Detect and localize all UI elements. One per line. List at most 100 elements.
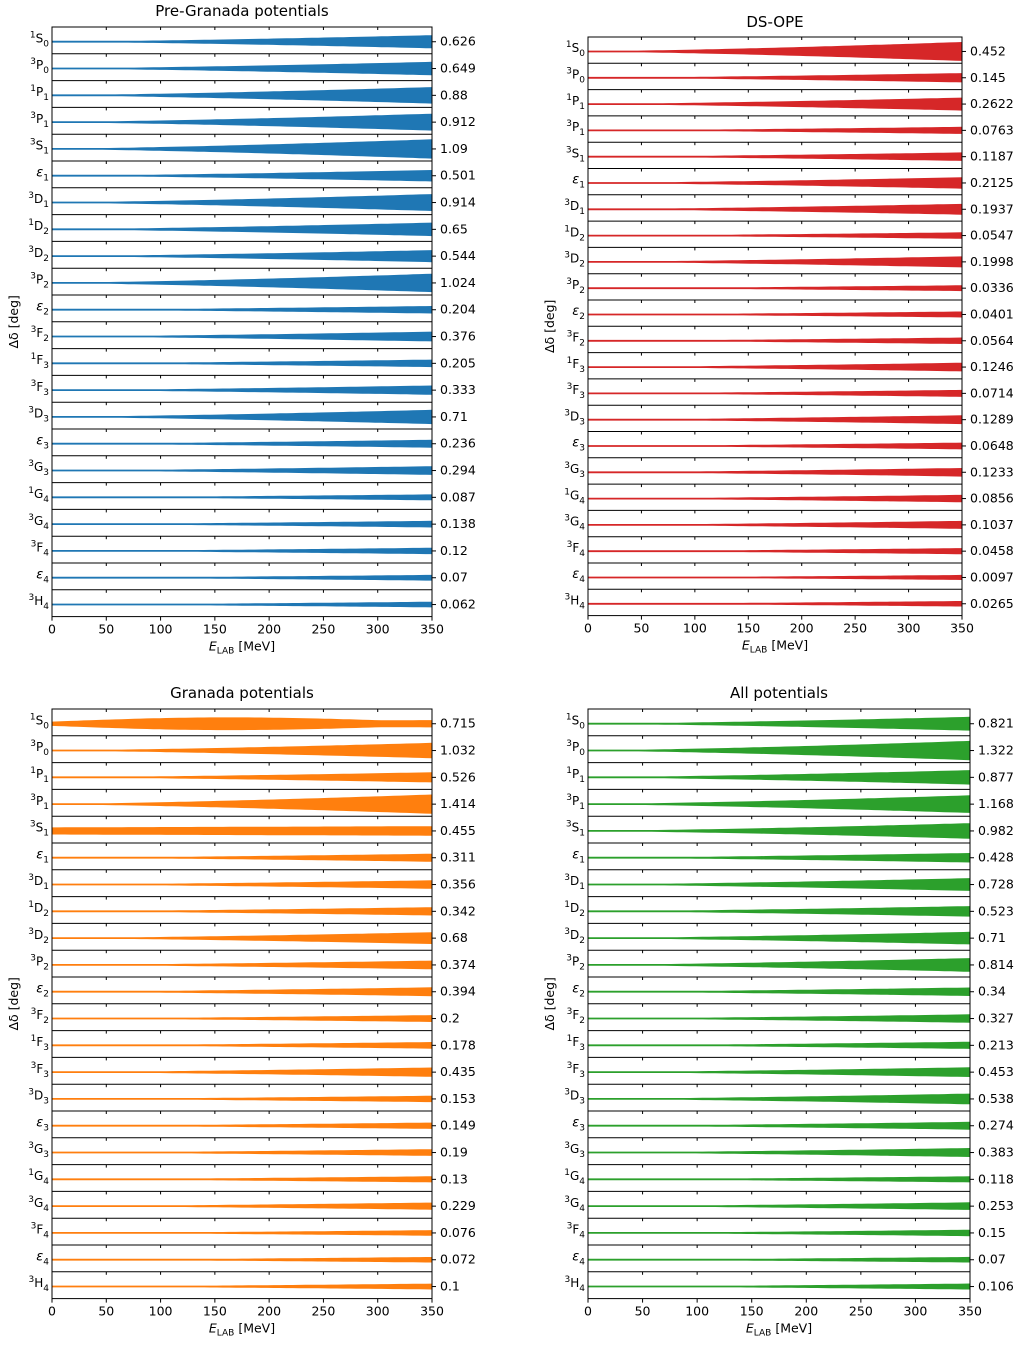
channel-label-pre: 1 bbox=[30, 766, 36, 776]
band-3F2 bbox=[588, 1014, 970, 1023]
channel-label-pre: 1 bbox=[31, 352, 37, 362]
channel-label-pre: 3 bbox=[30, 739, 36, 749]
channel-label-main: F bbox=[36, 353, 43, 367]
channel-max-label: 0.982 bbox=[978, 823, 1014, 838]
channel-label-main: D bbox=[570, 409, 579, 423]
channel-label: 3D2 bbox=[564, 927, 585, 946]
channel-label-main: ε bbox=[572, 436, 579, 451]
channel-max-label: 0.877 bbox=[978, 769, 1014, 784]
channel-label: 3G4 bbox=[28, 1195, 49, 1214]
x-tick-label: 250 bbox=[311, 622, 335, 637]
channel-label-main: D bbox=[34, 874, 43, 888]
channel-max-label: 0.15 bbox=[978, 1225, 1006, 1240]
channel-label-main: P bbox=[36, 273, 43, 287]
band-3P1 bbox=[588, 795, 970, 813]
channel-label-pre: 3 bbox=[567, 540, 573, 550]
channel-label: ε1 bbox=[36, 847, 49, 865]
channel-label-main: ε bbox=[36, 847, 43, 862]
channel-label-main: P bbox=[36, 794, 43, 808]
channel-max-label: 0.253 bbox=[978, 1198, 1014, 1213]
channel-max-label: 0.0564 bbox=[970, 333, 1014, 348]
band-3F2 bbox=[52, 1015, 432, 1022]
x-tick-label: 300 bbox=[366, 1304, 390, 1319]
channel-label-main: G bbox=[34, 514, 43, 528]
channel-label: 3F4 bbox=[31, 1222, 50, 1241]
band-3F3 bbox=[588, 389, 962, 397]
channel-label-pre: 3 bbox=[567, 1061, 573, 1071]
channel-label-pre: 3 bbox=[566, 277, 572, 287]
channel-label-sub: 1 bbox=[579, 207, 585, 217]
channel-label: 3S1 bbox=[30, 820, 49, 839]
band-1F3 bbox=[52, 1042, 432, 1049]
channel-label-pre: 3 bbox=[31, 379, 37, 389]
channel-label-sub: 2 bbox=[579, 338, 585, 348]
channel-label-pre: 3 bbox=[31, 325, 37, 335]
channel-label-main: D bbox=[570, 252, 579, 266]
channel-max-label: 0.2622 bbox=[970, 96, 1014, 111]
channel-label-sub: 2 bbox=[579, 233, 585, 243]
channel-max-label: 0.076 bbox=[440, 1225, 476, 1240]
channel-label-main: G bbox=[570, 462, 579, 476]
channel-label-pre: 1 bbox=[566, 766, 572, 776]
band-3S1 bbox=[52, 826, 432, 836]
channel-label-sub: 4 bbox=[43, 549, 49, 559]
channel-label: 3P2 bbox=[30, 272, 49, 291]
channel-label-pre: 3 bbox=[564, 1195, 570, 1205]
channel-label-main: P bbox=[572, 67, 579, 81]
channel-max-label: 0.106 bbox=[978, 1279, 1014, 1294]
channel-max-label: 0.138 bbox=[440, 516, 476, 531]
channel-max-label: 0.062 bbox=[440, 597, 476, 612]
channel-label-sub: 3 bbox=[579, 1123, 585, 1133]
band-1S0 bbox=[588, 42, 962, 61]
channel-label: ε1 bbox=[36, 165, 49, 183]
band-3P2 bbox=[588, 958, 970, 972]
channel-max-label: 0.538 bbox=[978, 1091, 1014, 1106]
channel-label-sub: 2 bbox=[43, 963, 49, 973]
channel-max-label: 0.12 bbox=[440, 543, 468, 558]
channel-label: 3D1 bbox=[564, 198, 585, 217]
channel-label: 3F3 bbox=[31, 1061, 49, 1080]
band-3P2 bbox=[52, 960, 432, 970]
channel-label: 3D3 bbox=[28, 406, 49, 425]
channel-label-main: ε bbox=[572, 1115, 579, 1130]
channel-label-sub: 3 bbox=[579, 1043, 585, 1053]
channel-label-main: F bbox=[572, 1062, 579, 1076]
channel-label-main: ε bbox=[36, 1249, 43, 1264]
channel-label-sub: 3 bbox=[43, 1123, 49, 1133]
channel-label-sub: 3 bbox=[43, 468, 49, 478]
band-eps4 bbox=[588, 574, 962, 580]
y-axis-label: Δδ [deg] bbox=[542, 977, 557, 1031]
band-1G4 bbox=[52, 494, 432, 501]
channel-max-label: 0.34 bbox=[978, 984, 1006, 999]
channel-label-sub: 1 bbox=[579, 102, 585, 112]
channel-label-main: ε bbox=[36, 433, 43, 448]
channel-label: 1F3 bbox=[567, 1034, 585, 1053]
x-tick-label: 100 bbox=[683, 621, 707, 636]
channel-label-main: P bbox=[36, 58, 43, 72]
channel-label-pre: 3 bbox=[567, 329, 573, 339]
channel-label: 3G3 bbox=[564, 1141, 585, 1160]
band-1P1 bbox=[588, 770, 970, 785]
band-1G4 bbox=[588, 1176, 970, 1183]
channel-max-label: 0.1233 bbox=[970, 464, 1014, 479]
channel-label-pre: 3 bbox=[566, 66, 572, 76]
channel-label-sub: 1 bbox=[43, 200, 49, 210]
channel-label-sub: 3 bbox=[43, 388, 49, 398]
channel-label-pre: 3 bbox=[28, 1141, 34, 1151]
channel-label-sub: 1 bbox=[43, 147, 49, 157]
channel-label: 3D2 bbox=[564, 251, 585, 270]
channel-label-sub: 4 bbox=[579, 496, 585, 506]
channel-max-label: 0.07 bbox=[978, 1252, 1006, 1267]
channel-label-pre: 3 bbox=[566, 739, 572, 749]
channel-max-label: 0.178 bbox=[440, 1037, 476, 1052]
channel-label-main: F bbox=[36, 326, 43, 340]
channel-label-main: G bbox=[34, 1169, 43, 1183]
channel-label-sub: 2 bbox=[43, 936, 49, 946]
band-3S1 bbox=[588, 823, 970, 839]
channel-label-sub: 1 bbox=[579, 855, 585, 865]
band-3D3 bbox=[588, 415, 962, 425]
x-tick-label: 0 bbox=[584, 621, 592, 636]
band-3H4 bbox=[588, 601, 962, 607]
